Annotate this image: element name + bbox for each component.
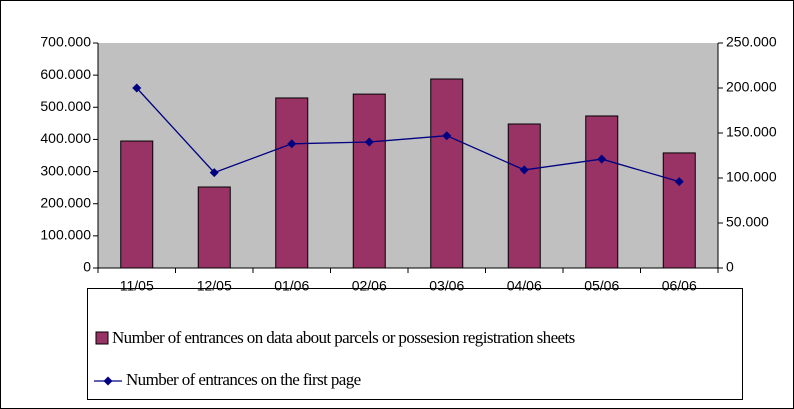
bar: [430, 78, 464, 269]
legend-marker: [103, 376, 113, 386]
legend-label: Number of entrances on the first page: [126, 370, 361, 389]
line-marker: [209, 168, 219, 178]
y2-tick-label: 200.000: [726, 79, 777, 95]
y2-tick-label: 150.000: [726, 124, 777, 140]
y2-tick-label: 50.000: [726, 214, 769, 230]
bar: [507, 123, 541, 269]
line-marker: [442, 131, 452, 141]
y-tick-label: 200.000: [40, 194, 91, 210]
bar: [585, 115, 619, 269]
x-tick-label: 11/05: [120, 278, 154, 294]
legend-label: Number of entrances on data about parcel…: [112, 328, 575, 347]
line-marker: [287, 139, 297, 149]
line-marker: [674, 177, 684, 187]
line: [136, 87, 680, 183]
bar: [120, 140, 154, 269]
x-tick-label: 02/06: [352, 278, 387, 294]
x-tick-label: 03/06: [429, 278, 464, 294]
y-tick-label: 400.000: [40, 130, 91, 146]
bar: [352, 93, 386, 269]
line-marker: [597, 154, 607, 164]
y-tick-label: 600.000: [40, 66, 91, 82]
bar: [275, 97, 309, 269]
y2-tick-label: 100.000: [726, 169, 777, 185]
y-tick-label: 500.000: [40, 98, 91, 114]
line-marker: [132, 83, 142, 93]
line-marker: [364, 137, 374, 147]
x-tick-label: 04/06: [507, 278, 542, 294]
bar: [197, 186, 231, 269]
legend-box: [87, 288, 743, 400]
legend-swatch: [95, 331, 109, 345]
line-marker: [519, 165, 529, 175]
y-tick-label: 300.000: [40, 162, 91, 178]
bar: [662, 152, 696, 269]
y-tick-label: 0: [83, 259, 91, 275]
y2-tick-label: 250.000: [726, 34, 777, 50]
y2-tick-label: 0: [726, 259, 734, 275]
x-tick-label: 06/06: [662, 278, 697, 294]
y-tick-label: 700.000: [40, 34, 91, 50]
x-tick-label: 05/06: [584, 278, 619, 294]
x-tick-label: 01/06: [274, 278, 309, 294]
plot-area: [98, 43, 718, 268]
x-tick-label: 12/05: [197, 278, 232, 294]
y-tick-label: 100.000: [40, 227, 91, 243]
